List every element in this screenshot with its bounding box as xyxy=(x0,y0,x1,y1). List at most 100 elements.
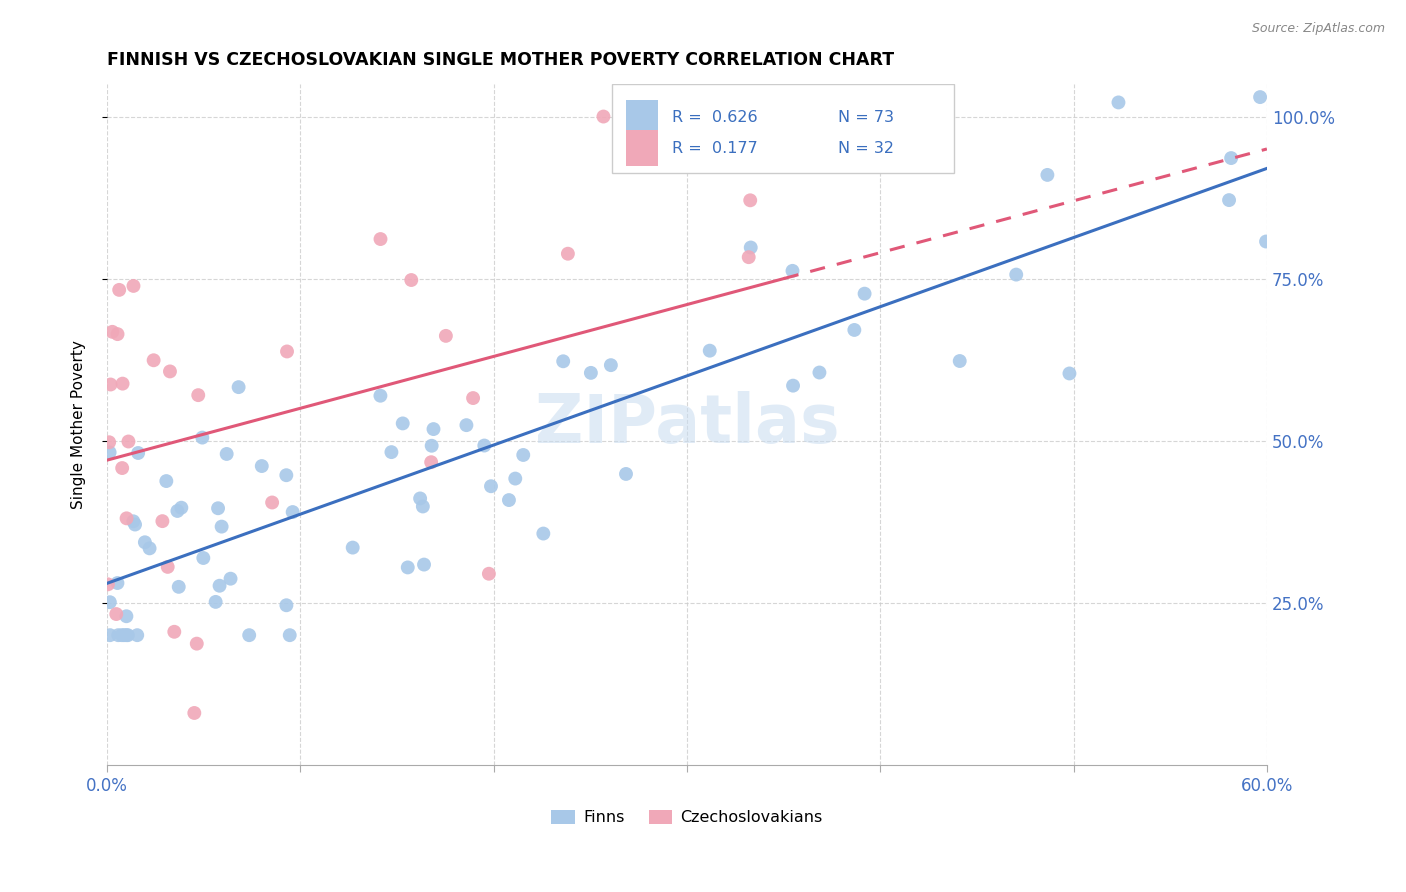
Point xyxy=(531,526,554,541)
Point xyxy=(122,279,145,293)
Point xyxy=(193,551,215,566)
Point xyxy=(579,366,602,380)
Point xyxy=(167,580,190,594)
Point xyxy=(186,637,208,651)
Point xyxy=(183,706,205,720)
Point xyxy=(512,448,534,462)
Point xyxy=(409,491,432,506)
Point xyxy=(740,194,762,208)
Point xyxy=(380,445,402,459)
Point xyxy=(101,325,124,339)
Point xyxy=(1036,168,1059,182)
Point xyxy=(420,439,443,453)
Point xyxy=(107,576,129,591)
Point xyxy=(156,560,179,574)
Point xyxy=(1254,235,1277,249)
Point xyxy=(808,366,831,380)
FancyBboxPatch shape xyxy=(626,100,658,136)
Point xyxy=(97,577,120,591)
Point xyxy=(207,501,229,516)
Point xyxy=(124,517,146,532)
Point xyxy=(112,628,135,642)
Point xyxy=(117,434,139,449)
Point xyxy=(138,541,160,556)
Point xyxy=(461,391,484,405)
Point xyxy=(238,628,260,642)
Point xyxy=(155,474,177,488)
Text: Source: ZipAtlas.com: Source: ZipAtlas.com xyxy=(1251,22,1385,36)
Y-axis label: Single Mother Poverty: Single Mother Poverty xyxy=(72,340,86,509)
Point xyxy=(250,458,273,473)
Point xyxy=(699,343,721,358)
Point xyxy=(100,377,122,392)
Point xyxy=(219,572,242,586)
Point xyxy=(472,438,495,452)
Point xyxy=(108,283,131,297)
Point xyxy=(614,467,637,481)
Text: ZIPatlas: ZIPatlas xyxy=(534,392,839,458)
Point xyxy=(98,445,121,459)
Point xyxy=(115,628,138,642)
Point xyxy=(413,558,436,572)
Point xyxy=(498,493,520,508)
Point xyxy=(107,628,129,642)
Point xyxy=(170,500,193,515)
Point xyxy=(844,323,866,337)
Point xyxy=(98,628,121,642)
Point xyxy=(276,468,298,483)
Point xyxy=(553,354,575,368)
Point xyxy=(127,628,149,642)
Point xyxy=(592,110,614,124)
Text: FINNISH VS CZECHOSLOVAKIAN SINGLE MOTHER POVERTY CORRELATION CHART: FINNISH VS CZECHOSLOVAKIAN SINGLE MOTHER… xyxy=(107,51,894,69)
Point xyxy=(401,273,423,287)
Point xyxy=(107,327,129,342)
Point xyxy=(208,579,231,593)
Point xyxy=(853,286,876,301)
Point xyxy=(1249,90,1271,104)
Point xyxy=(848,159,870,173)
Point xyxy=(1220,151,1243,165)
Point xyxy=(782,264,804,278)
Legend: Finns, Czechoslovakians: Finns, Czechoslovakians xyxy=(546,804,830,831)
Point xyxy=(782,378,804,392)
Point xyxy=(115,609,138,624)
Point xyxy=(111,461,134,475)
Point xyxy=(412,500,434,514)
Point xyxy=(111,376,134,391)
Point xyxy=(434,329,457,343)
Point xyxy=(204,595,226,609)
Point xyxy=(738,250,761,264)
Point xyxy=(599,358,621,372)
Point xyxy=(115,511,138,525)
Point xyxy=(276,599,298,613)
Point xyxy=(150,514,173,528)
Point xyxy=(278,628,301,642)
Point xyxy=(370,389,392,403)
Point xyxy=(557,246,579,260)
Text: R =  0.177: R = 0.177 xyxy=(672,141,758,155)
Point xyxy=(420,455,443,469)
Point xyxy=(127,446,149,460)
Text: R =  0.626: R = 0.626 xyxy=(672,110,758,125)
Point xyxy=(262,495,284,509)
Point xyxy=(1107,95,1129,110)
Point xyxy=(456,418,478,433)
Point xyxy=(342,541,364,555)
Point xyxy=(105,607,128,621)
Point xyxy=(159,364,181,378)
Point xyxy=(122,514,145,528)
Text: N = 73: N = 73 xyxy=(838,110,894,125)
Point xyxy=(1218,193,1240,207)
Point xyxy=(281,505,304,519)
Point xyxy=(478,566,501,581)
Point xyxy=(98,595,121,609)
Point xyxy=(396,560,419,574)
Point xyxy=(111,628,134,642)
FancyBboxPatch shape xyxy=(626,130,658,166)
Point xyxy=(479,479,502,493)
Point xyxy=(215,447,238,461)
Point xyxy=(117,628,139,642)
Point xyxy=(211,519,233,533)
Point xyxy=(98,435,121,450)
Point xyxy=(370,232,392,246)
